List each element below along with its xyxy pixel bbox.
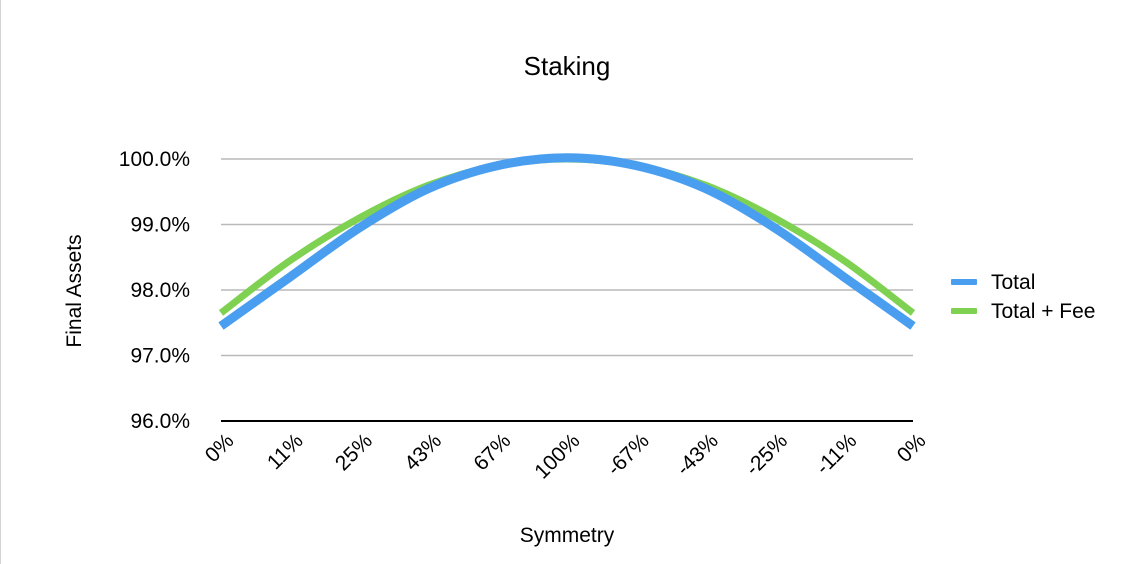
- y-tick-label: 97.0%: [130, 345, 190, 368]
- x-tick-label: 100%: [530, 429, 584, 483]
- y-axis-ticks: 96.0% 97.0% 98.0% 99.0% 100.0%: [119, 148, 190, 433]
- x-axis-ticks: 0% 11% 25% 43% 67% 100% -67% -43% -25% -11% 0%: [201, 429, 931, 483]
- chart-title: Staking: [524, 51, 611, 81]
- legend-label: Total + Fee: [991, 300, 1095, 323]
- x-tick-label: 67%: [469, 429, 515, 475]
- series-lines: [218, 153, 916, 330]
- x-tick-label: -25%: [741, 429, 792, 480]
- x-tick-label: -67%: [603, 429, 654, 480]
- legend-label: Total: [991, 271, 1035, 294]
- x-axis-label: Symmetry: [520, 524, 615, 547]
- window-left-border: [0, 0, 1, 564]
- legend-swatch: [951, 308, 977, 314]
- series-line-total: [218, 153, 916, 330]
- x-tick-label: 25%: [331, 429, 377, 475]
- legend-swatch: [951, 279, 977, 285]
- x-tick-label: 43%: [400, 429, 446, 475]
- x-tick-label: 0%: [201, 429, 239, 467]
- y-axis-label: Final Assets: [63, 234, 86, 347]
- y-tick-label: 100.0%: [119, 148, 190, 171]
- gridlines: [221, 158, 913, 422]
- legend: Total Total + Fee: [951, 271, 1095, 323]
- x-tick-label: -11%: [812, 429, 862, 479]
- x-tick-label: 0%: [893, 429, 931, 467]
- y-tick-label: 99.0%: [130, 214, 190, 237]
- x-tick-label: -43%: [672, 429, 723, 480]
- y-tick-label: 98.0%: [130, 279, 190, 302]
- x-tick-label: 11%: [263, 429, 308, 474]
- y-tick-label: 96.0%: [130, 410, 190, 433]
